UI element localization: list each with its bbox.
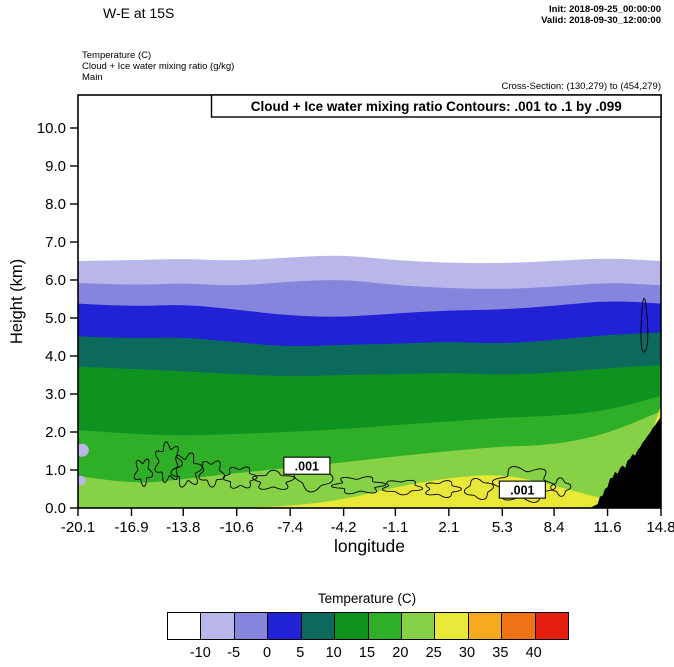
cloud-contour-blob-7 <box>330 476 387 495</box>
colorbar-cell <box>368 613 402 639</box>
cloud-contour-blob-2 <box>170 452 203 488</box>
colorbar-labels: -10 -5 0 5 10 15 20 25 30 35 40 <box>167 645 567 663</box>
colorbar-cell <box>435 613 469 639</box>
page-title: W-E at 15S <box>103 5 175 21</box>
colorbar-cell <box>535 613 569 639</box>
field-line-temperature: Temperature (C) <box>82 50 152 61</box>
warm-pocket-right <box>654 405 661 429</box>
colorbar-cell <box>234 613 269 639</box>
y-tick-label: 1.0 <box>45 462 66 479</box>
field-line-domain: Main <box>82 72 103 83</box>
colorbar-tick-label: 5 <box>296 645 305 661</box>
colorbar-tick-label: 15 <box>358 645 376 661</box>
colorbar-cell <box>502 613 536 639</box>
colorbar-cell <box>301 613 336 639</box>
x-tick-label: -4.2 <box>331 519 357 536</box>
contour-label: .001 <box>295 460 319 474</box>
colorbar-cell <box>468 613 503 639</box>
y-tick-label: 10.0 <box>37 120 66 137</box>
y-tick-label: 5.0 <box>45 310 66 327</box>
cloud-contour-blob-9 <box>425 480 462 498</box>
cloud-contour-blob-8 <box>381 479 424 496</box>
init-time: Init: 2018-09-25_00:00:00 <box>549 4 661 15</box>
colorbar-cell <box>268 613 302 639</box>
colorbar-tick-label: 40 <box>525 645 542 661</box>
y-axis-title: Height (km) <box>8 259 26 344</box>
y-tick-label: 6.0 <box>45 272 66 289</box>
colorbar-title: Temperature (C) <box>317 591 417 606</box>
colorbar-tick-label: 35 <box>492 645 509 661</box>
x-tick-label: 8.4 <box>544 519 565 536</box>
y-tick-label: 4.0 <box>45 348 66 365</box>
field-line-cloud-ice: Cloud + Ice water mixing ratio (g/kg) <box>82 61 235 72</box>
y-tick-label: 0.0 <box>45 500 66 517</box>
colorbar-tick-label: 10 <box>325 645 342 661</box>
colorbar-cell <box>401 613 436 639</box>
y-tick-label: 8.0 <box>45 196 66 213</box>
contour-label: .001 <box>510 484 534 498</box>
contour-note: Cloud + Ice water mixing ratio Contours:… <box>251 99 622 114</box>
field-list: Temperature (C) Cloud + Ice water mixing… <box>82 50 234 83</box>
contour-label-box <box>283 456 331 475</box>
cloud-contour-blob-11 <box>491 466 557 503</box>
cold-pocket-1 <box>78 475 86 486</box>
x-tick-label: -1.1 <box>382 519 408 536</box>
cloud-contour-blob-10 <box>463 478 494 500</box>
cloud-contour-blob-0 <box>133 458 154 487</box>
x-tick-label: -13.8 <box>166 519 200 536</box>
x-tick-label: 2.1 <box>438 519 459 536</box>
x-tick-label: -10.6 <box>220 519 254 536</box>
x-tick-label: 5.3 <box>492 519 513 536</box>
cloud-contour-blob-1 <box>154 441 183 484</box>
cloud-contour-blob-4 <box>222 466 258 489</box>
y-tick-label: 3.0 <box>45 386 66 403</box>
x-tick-label: -16.9 <box>114 519 148 536</box>
cloud-contour-blob-13 <box>640 297 649 353</box>
colorbar <box>167 612 569 640</box>
cloud-contour-blob-3 <box>198 460 226 488</box>
colorbar-tick-label: 20 <box>392 645 409 661</box>
x-axis-title: longitude <box>334 536 405 556</box>
cloud-contour-blob-5 <box>252 469 295 490</box>
filled-contour-layers <box>78 95 661 508</box>
colorbar-tick-label: 25 <box>425 645 442 661</box>
cloud-contour-blob-12 <box>550 477 572 497</box>
contour-note-box <box>210 94 662 118</box>
colorbar-tick-label: 0 <box>262 645 272 661</box>
colorbar-cell <box>168 613 202 639</box>
y-tick-label: 9.0 <box>45 158 66 175</box>
x-tick-label: -20.1 <box>61 519 95 536</box>
cross-section-coords: Cross-Section: (130,279) to (454,279) <box>501 81 661 92</box>
colorbar-tick-label: -10 <box>189 645 211 661</box>
colorbar-tick-label: -5 <box>227 645 241 661</box>
colorbar-cell <box>201 613 235 639</box>
terrain-profile <box>590 416 661 508</box>
model-times: Init: 2018-09-25_00:00:00 Valid: 2018-09… <box>541 4 661 26</box>
y-tick-label: 7.0 <box>45 234 66 251</box>
x-tick-label: -7.4 <box>277 519 303 536</box>
axes: -20.1 -16.9 -13.8 -10.6 -7.4 -4.2 -1.1 2.1 5.3 8.… <box>37 120 674 536</box>
y-tick-label: 2.0 <box>45 424 66 441</box>
x-tick-label: 14.8 <box>646 519 674 536</box>
cold-pocket-0 <box>78 443 89 457</box>
valid-time: Valid: 2018-09-30_12:00:00 <box>541 15 661 26</box>
x-tick-label: 11.6 <box>593 519 621 536</box>
colorbar-tick-label: 30 <box>458 645 476 661</box>
contour-label-box <box>498 480 546 499</box>
colorbar-cell <box>335 613 369 639</box>
